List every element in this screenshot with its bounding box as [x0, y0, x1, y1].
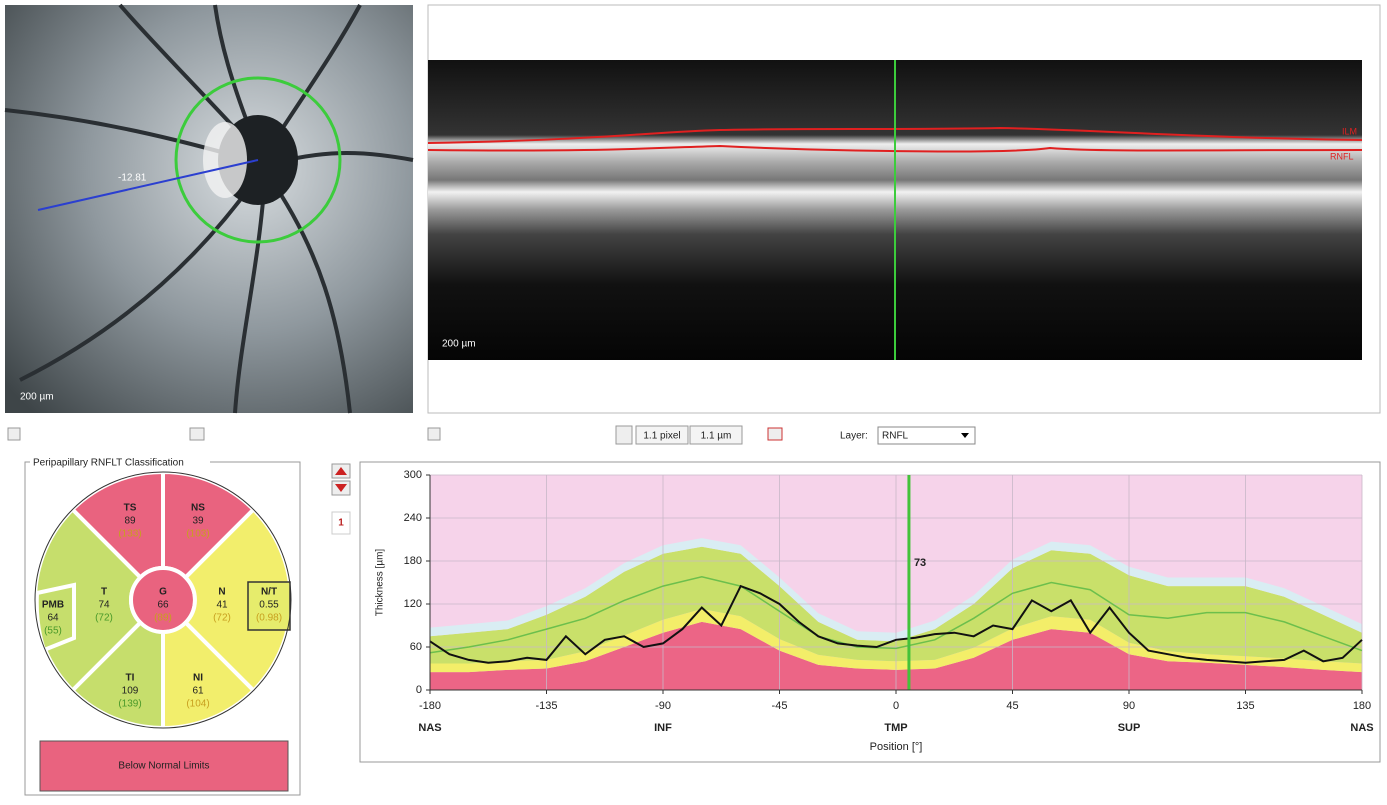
classification-title: Peripapillary RNFLT Classification: [33, 458, 184, 469]
ilm-line: [427, 126, 1363, 144]
sector-axis-label: TMP: [884, 722, 907, 734]
mean-line: [429, 576, 1363, 654]
icon[interactable]: [427, 427, 441, 441]
sector-value: 89: [124, 516, 136, 527]
sector-axis-label: SUP: [1118, 722, 1141, 734]
sector-normal: (72): [213, 613, 231, 624]
x-tick-label: 0: [893, 700, 899, 712]
sector-axis-label: INF: [654, 722, 672, 734]
zoom-icon[interactable]: [615, 425, 633, 445]
sector-label: T: [101, 587, 107, 598]
sector-axis-label: NAS: [418, 722, 441, 734]
sector-normal: (133): [118, 529, 141, 540]
layer-select[interactable]: [877, 426, 976, 445]
scan-circle: [174, 76, 342, 244]
icon[interactable]: [7, 427, 21, 441]
y-tick-label: 60: [410, 641, 422, 653]
sector-label: PMB: [42, 600, 64, 611]
sector-label: G: [159, 587, 167, 598]
sector-label: NI: [193, 673, 203, 684]
y-tick-label: 240: [404, 512, 422, 524]
y-tick-label: 0: [416, 684, 422, 696]
fundus-image: [5, 5, 413, 413]
result-label: Below Normal Limits: [118, 761, 209, 772]
x-tick-label: -180: [419, 700, 441, 712]
sector-axis-label: NAS: [1350, 722, 1373, 734]
ilm-label: ILM: [1342, 126, 1357, 136]
x-axis-label: Position [°]: [870, 741, 923, 753]
sector-normal: (104): [186, 699, 209, 710]
y-tick-label: 120: [404, 598, 422, 610]
layer-value: RNFL: [882, 431, 909, 442]
sector-normal: (103): [186, 529, 209, 540]
cursor-value: 73: [914, 557, 926, 569]
sector-label: TS: [124, 503, 137, 514]
icon[interactable]: [767, 427, 783, 441]
sector-wheel: TS 89 (133) NS 39 (103) T 74 (72) G 66 (89) N 41 (72) N…: [33, 469, 293, 731]
disc-rim: [203, 122, 247, 198]
down-arrow: [335, 484, 347, 492]
measure-line: [37, 159, 259, 211]
sector-value: 66: [157, 600, 169, 611]
x-tick-label: -90: [655, 700, 671, 712]
x-tick-label: -45: [772, 700, 788, 712]
sector-value: 74: [98, 600, 110, 611]
wheel-outline: [34, 471, 292, 729]
sector-value: 41: [216, 600, 228, 611]
icon[interactable]: [189, 427, 205, 441]
sector-normal: (55): [44, 626, 62, 637]
sector-normal: (89): [154, 613, 172, 624]
thickness-line: [429, 584, 1363, 664]
scale-label: 200 µm: [442, 339, 476, 350]
y-tick-label: 180: [404, 555, 422, 567]
title-bg: [30, 456, 210, 468]
toolbar: 1.1 pixel 1.1 µm Layer: RNFL 1: [7, 425, 976, 535]
dropdown-arrow: [961, 433, 969, 438]
sector-value: 39: [192, 516, 204, 527]
up-arrow: [335, 467, 347, 475]
micron-label: 1.1 µm: [701, 431, 732, 442]
sector-value: 109: [122, 686, 139, 697]
measure-label: -12.81: [118, 173, 147, 184]
x-tick-label: 45: [1006, 700, 1018, 712]
sector-normal: (139): [118, 699, 141, 710]
sector-normal: (0.98): [256, 613, 282, 624]
x-tick-label: 135: [1236, 700, 1254, 712]
sector-normal: (72): [95, 613, 113, 624]
sector-label: TI: [126, 673, 135, 684]
pixel-label: 1.1 pixel: [643, 431, 680, 442]
x-tick-label: 180: [1353, 700, 1371, 712]
layer-label: Layer:: [840, 431, 868, 442]
sector: [247, 581, 291, 631]
x-tick-label: -135: [535, 700, 557, 712]
micron-button[interactable]: [689, 425, 743, 445]
pixel-button[interactable]: [635, 425, 689, 445]
scale-label: 200 µm: [20, 392, 54, 403]
result-box: [39, 740, 289, 792]
rnfl-label: RNFL: [1330, 151, 1354, 161]
page-number: 1: [338, 518, 344, 529]
y-axis-label: Thickness [µm]: [375, 549, 386, 617]
y-tick-label: 300: [404, 469, 422, 481]
sector-label: NS: [191, 503, 205, 514]
sector-label: N/T: [261, 587, 277, 598]
sector-label: N: [218, 587, 225, 598]
sector-value: 64: [47, 613, 59, 624]
page-box: [331, 511, 351, 535]
sector-value: 61: [192, 686, 204, 697]
thickness-chart: 73 0 60 120 180 240 300 -180 -135 -90 -45 0 45 90 135 1…: [375, 469, 1374, 753]
sector-value: 0.55: [259, 600, 279, 611]
rnfl-line: [427, 144, 1363, 153]
x-tick-label: 90: [1123, 700, 1135, 712]
